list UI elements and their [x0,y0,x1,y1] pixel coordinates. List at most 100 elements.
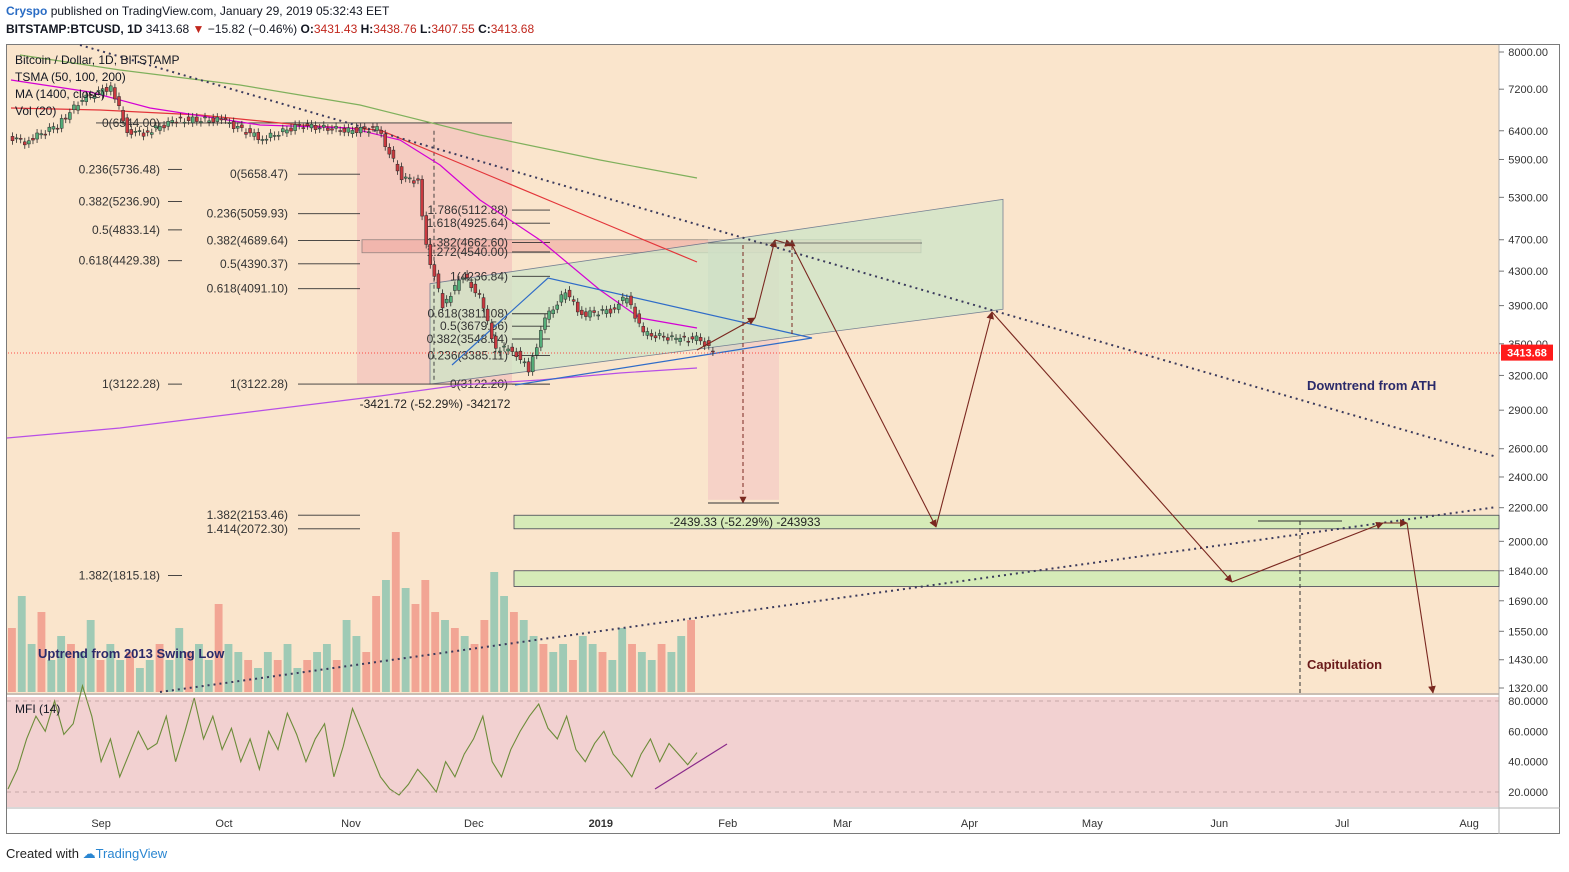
volume-bar [126,652,134,692]
volume-bar [214,604,223,692]
fib-level-label: 0(6544.00) [102,116,160,130]
candle-body [698,337,703,342]
volume-bar [628,644,636,692]
fib-level-label: 0(5658.47) [230,167,288,181]
candle-body [436,273,441,289]
candle-body [154,125,158,129]
change-value: −15.82 (−0.46%) [207,22,298,36]
volume-bar [17,596,26,692]
candle-body [444,298,449,304]
time-tick-label: 2019 [589,818,613,830]
candle-body [657,333,662,336]
candle-body [592,310,596,313]
volume-bar [401,588,410,692]
fib-level-label: 0.618(4429.38) [79,254,160,268]
candle-body [551,309,555,315]
mfi-divergence-line [654,743,728,790]
price-tick-label: 2200.00 [1508,503,1548,515]
candle-body [461,278,465,280]
candle-body [559,294,564,303]
volume-bar [76,652,85,692]
volume-bars [8,532,695,692]
tradingview-logo-icon[interactable]: ☁ [82,846,96,861]
candle-body [47,126,52,132]
candle-body [514,351,519,357]
mfi-line [7,683,1499,796]
candle-body [416,178,420,181]
mfi-tick-label: 60.0000 [1508,726,1548,738]
candle-body [522,361,527,364]
candle-body [596,314,600,317]
candle-body [403,176,408,179]
volume-bar [116,660,125,692]
last-price-tag [1501,344,1553,361]
footer: Created with ☁TradingView [6,846,167,862]
volume-bar [677,636,686,692]
mfi-pane[interactable] [7,697,1499,807]
candle-body [223,118,228,121]
candle-body [195,116,199,122]
volume-bar [155,644,164,692]
candle-body [215,116,220,122]
measure-label: -3421.72 (-52.29%) -342172 [360,397,511,411]
candle-body [248,128,252,134]
author-name[interactable]: Cryspo [6,4,48,18]
change-arrow-icon: ▼ [192,22,205,36]
candle-body [260,139,265,141]
ma-1400-line [6,367,698,439]
open-label: O: [300,22,314,36]
volume-bar [37,612,46,692]
mfi-tick-label: 80.0000 [1508,696,1548,708]
volume-bar [293,668,302,692]
volume-bar [618,628,627,692]
volume-bar [588,644,597,692]
candle-body [494,335,498,349]
fib-level-label: 0.5(4833.14) [92,223,160,237]
candle-body [408,177,412,180]
candle-body [317,127,322,130]
candle-body [399,166,404,181]
ema-50-line [10,79,698,329]
candle-body [629,295,633,306]
open-value: 3431.43 [313,22,358,36]
volume-bar [529,636,538,692]
candle-body [80,100,84,102]
candle-body [330,128,334,131]
projection-leg [1406,522,1436,694]
candle-body [39,133,43,136]
candle-body [240,124,244,128]
volume-bar [234,652,243,692]
candle-body [604,309,609,314]
volume-bar [647,660,656,692]
candle-body [109,85,113,92]
fib-level-label: 1.786(5112.88) [427,203,508,217]
zones [357,122,1500,587]
projection-leg [791,244,937,528]
candle-body [166,121,170,127]
candle-body [473,283,478,294]
candle-body [35,132,39,140]
candle-body [174,121,179,124]
low-value: 3407.55 [431,22,475,36]
tradingview-brand[interactable]: TradingView [95,846,168,861]
price-tick-label: 1430.00 [1508,655,1548,667]
time-tick-label: Oct [215,818,232,830]
candle-body [674,337,678,340]
volume-bar [273,660,282,692]
mfi-tick-label: 20.0000 [1508,787,1548,799]
volume-bar [332,660,341,692]
candle-body [543,317,547,330]
candle-body [137,130,142,132]
time-tick-label: Jul [1335,818,1349,830]
price-tick-label: 6400.00 [1508,126,1548,138]
candle-body [141,132,146,137]
candle-body [68,112,72,120]
candle-body [100,88,105,96]
capitulation-annotation: Capitulation [1307,657,1382,672]
ohlc-line: BITSTAMP:BTCUSD, 1D 3413.68 ▼ −15.82 (−0… [6,22,534,36]
candle-body [59,118,64,129]
volume-bar [27,644,36,692]
legend-item: MA (1400, close) [15,87,105,101]
candle-body [358,127,363,134]
